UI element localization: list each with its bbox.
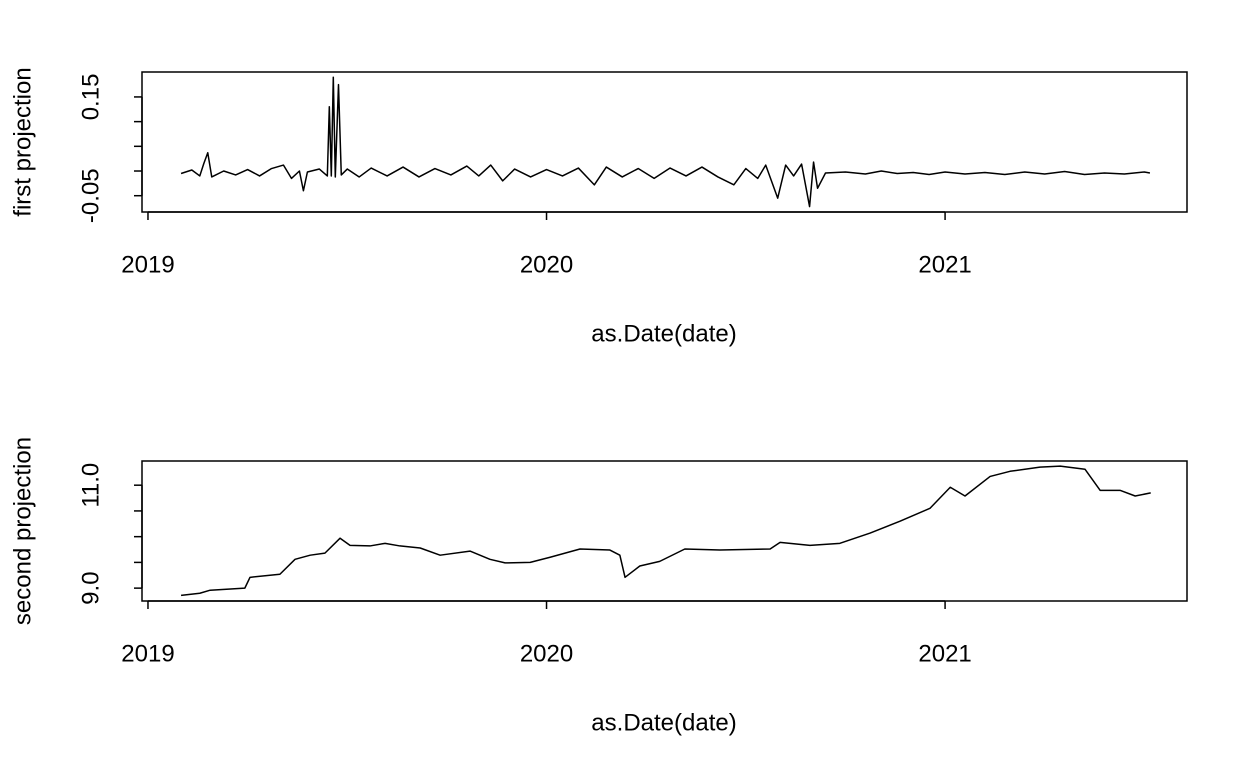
x-tick-label: 2021 [918, 251, 971, 278]
y-axis-label: first projection [9, 67, 36, 216]
x-tick-label: 2020 [520, 640, 573, 667]
y-tick-label: -0.05 [77, 168, 104, 223]
x-tick-label: 2020 [520, 251, 573, 278]
plot-box [141, 71, 1188, 213]
y-tick-label: 0.15 [77, 74, 104, 121]
x-tick-label: 2021 [918, 640, 971, 667]
y-axis-label: second projection [9, 437, 36, 625]
plot-box [141, 460, 1188, 602]
y-tick-label: 9.0 [77, 571, 104, 604]
x-axis-label: as.Date(date) [591, 709, 736, 736]
x-tick-label: 2019 [121, 251, 174, 278]
y-tick-label: 11.0 [77, 463, 104, 508]
data-line [180, 465, 1151, 597]
x-axis-label: as.Date(date) [591, 320, 736, 347]
x-tick-label: 2019 [121, 640, 174, 667]
data-line [180, 76, 1151, 208]
